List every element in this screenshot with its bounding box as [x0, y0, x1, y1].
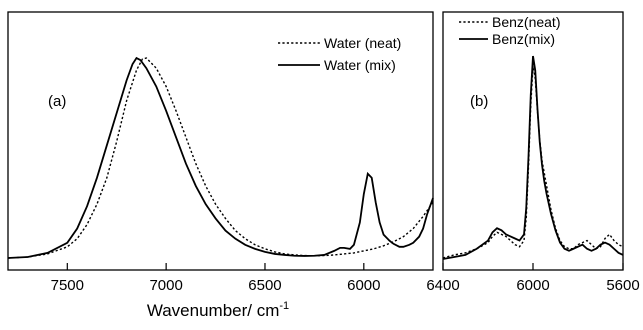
xtick-label-b-6400: 6400	[426, 277, 459, 294]
xtick-label-a-7000: 7000	[149, 277, 182, 294]
panel-a-legend: Water (neat) Water (mix)	[278, 35, 401, 73]
xtick-label-b-5600: 5600	[606, 277, 639, 294]
panel-b-frame	[442, 11, 624, 271]
panel-b-label: (b)	[470, 93, 488, 110]
x-axis-label-text: Wavenumber/ cm	[147, 301, 280, 320]
legend-benz-mix-label: Benz(mix)	[492, 31, 555, 47]
x-axis-label-exponent: -1	[279, 300, 289, 312]
legend-water-mix-label: Water (mix)	[324, 57, 396, 73]
series-line-a-neat	[7, 57, 434, 259]
legend-water-neat-label: Water (neat)	[324, 35, 401, 51]
xtick-label-a-6500: 6500	[248, 277, 281, 294]
legend-benz-neat-label: Benz(neat)	[492, 14, 560, 30]
panel-b-xticks: 6400 6000 5600	[426, 263, 640, 294]
xtick-label-a-7500: 7500	[51, 277, 84, 294]
panel-a-frame	[7, 11, 434, 271]
panel-b-legend: Benz(neat) Benz(mix)	[459, 14, 560, 47]
panel-a-curves	[7, 56, 434, 259]
xtick-label-a-6000: 6000	[347, 277, 380, 294]
panel-b-curves	[442, 55, 624, 260]
panel-a: 7500 7000 6500 6000 (a) Water (neat) Water …	[7, 11, 434, 294]
x-axis-label: Wavenumber/ cm-1	[147, 300, 289, 320]
panel-a-xticks: 7500 7000 6500 6000	[51, 263, 381, 294]
panel-b: 6400 6000 5600 (b) Benz(neat) Benz(mix)	[426, 11, 640, 294]
xtick-label-b-6000: 6000	[516, 277, 549, 294]
series-line-b-mix	[442, 55, 624, 260]
series-line-b-neat	[442, 66, 624, 259]
panel-a-label: (a)	[48, 93, 66, 110]
series-line-a-mix	[7, 56, 434, 259]
